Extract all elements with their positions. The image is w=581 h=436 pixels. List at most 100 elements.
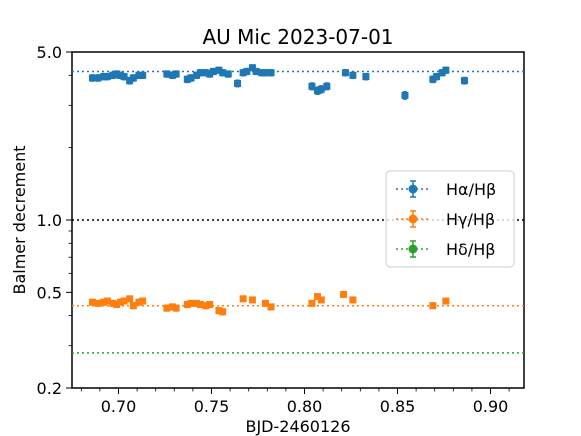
y-tick-label: 1.0 xyxy=(37,211,62,230)
chart-title: AU Mic 2023-07-01 xyxy=(202,25,393,49)
data-point xyxy=(219,308,227,316)
data-point xyxy=(187,299,195,307)
data-point xyxy=(135,298,143,306)
data-point xyxy=(202,302,210,310)
data-point xyxy=(172,70,180,78)
data-point xyxy=(340,290,348,298)
legend-item: Hγ/Hβ xyxy=(396,210,495,229)
x-tick-label: 0.90 xyxy=(473,397,509,416)
x-tick-label: 0.80 xyxy=(287,397,323,416)
x-axis: 0.70 0.75 0.80 0.85 0.90 xyxy=(80,388,510,416)
legend-item: Hδ/Hβ xyxy=(396,240,495,259)
data-point xyxy=(239,69,247,77)
x-tick-label: 0.75 xyxy=(194,397,230,416)
data-point xyxy=(193,299,201,307)
data-point xyxy=(202,69,210,77)
data-point xyxy=(168,303,176,311)
data-point xyxy=(261,299,269,307)
legend-marker xyxy=(408,184,418,194)
data-point xyxy=(401,91,409,99)
data-point xyxy=(349,71,357,79)
data-point xyxy=(172,304,180,312)
y-tick-label: 0.5 xyxy=(37,283,62,302)
data-point xyxy=(341,69,349,77)
data-point xyxy=(139,297,147,305)
data-point xyxy=(429,75,437,83)
legend-marker xyxy=(408,244,418,254)
data-point xyxy=(196,69,204,77)
data-point xyxy=(126,295,134,303)
data-point xyxy=(139,71,147,79)
x-axis-label: BJD-2460126 xyxy=(245,417,350,436)
x-tick-label: 0.70 xyxy=(101,397,137,416)
y-axis-label: Balmer decrement xyxy=(10,145,29,294)
data-point xyxy=(100,73,108,81)
legend-marker xyxy=(408,214,418,224)
data-point xyxy=(100,298,108,306)
data-point xyxy=(206,70,214,78)
data-point xyxy=(438,69,446,77)
data-point xyxy=(109,71,117,79)
data-point xyxy=(215,66,223,74)
data-point xyxy=(258,69,266,77)
data-point xyxy=(239,295,247,303)
series-Hα/Hβ xyxy=(88,64,468,100)
data-point xyxy=(163,70,171,78)
legend-box xyxy=(385,170,515,268)
data-point xyxy=(267,69,275,77)
legend-item: Hα/Hβ xyxy=(396,180,496,199)
series-Hγ/Hβ xyxy=(88,290,450,316)
data-point xyxy=(116,71,124,79)
data-point xyxy=(314,293,322,301)
data-point xyxy=(317,296,325,304)
data-point xyxy=(429,302,437,310)
data-point xyxy=(314,87,322,95)
x-tick-label: 0.85 xyxy=(380,397,416,416)
data-point xyxy=(248,296,256,304)
data-point xyxy=(433,73,441,81)
legend-label: Hα/Hβ xyxy=(446,180,496,199)
legend: Hα/Hβ Hγ/Hβ Hδ/Hβ xyxy=(385,170,515,268)
data-point xyxy=(168,71,176,79)
data-point xyxy=(129,74,137,82)
data-point xyxy=(362,73,370,81)
data-point xyxy=(261,69,269,77)
data-point xyxy=(215,307,223,315)
data-marks xyxy=(88,64,468,316)
data-point xyxy=(206,301,214,309)
data-point xyxy=(442,66,450,74)
data-point xyxy=(460,77,468,85)
data-point xyxy=(267,303,275,311)
data-point xyxy=(317,85,325,93)
data-point xyxy=(219,69,227,77)
data-point xyxy=(248,64,256,72)
data-point xyxy=(129,302,137,310)
data-point xyxy=(187,74,195,82)
data-point xyxy=(113,301,121,309)
data-point xyxy=(88,298,96,306)
data-point xyxy=(94,299,102,307)
data-point xyxy=(113,70,121,78)
data-point xyxy=(224,70,232,78)
data-point xyxy=(88,74,96,82)
legend-label: Hγ/Hβ xyxy=(446,210,495,229)
y-axis: 0.2 0.5 1.0 5.0 xyxy=(37,43,72,398)
data-point xyxy=(308,82,316,90)
data-point xyxy=(109,299,117,307)
data-point xyxy=(94,74,102,82)
data-point xyxy=(234,79,242,87)
data-point xyxy=(323,82,331,90)
data-point xyxy=(308,299,316,307)
data-point xyxy=(196,301,204,309)
data-point xyxy=(120,297,128,305)
data-point xyxy=(183,75,191,83)
data-point xyxy=(193,71,201,79)
data-point xyxy=(103,73,111,81)
data-point xyxy=(116,298,124,306)
data-point xyxy=(442,297,450,305)
data-point xyxy=(163,304,171,312)
y-tick-label: 0.2 xyxy=(37,379,62,398)
data-point xyxy=(209,67,217,75)
data-point xyxy=(183,301,191,309)
